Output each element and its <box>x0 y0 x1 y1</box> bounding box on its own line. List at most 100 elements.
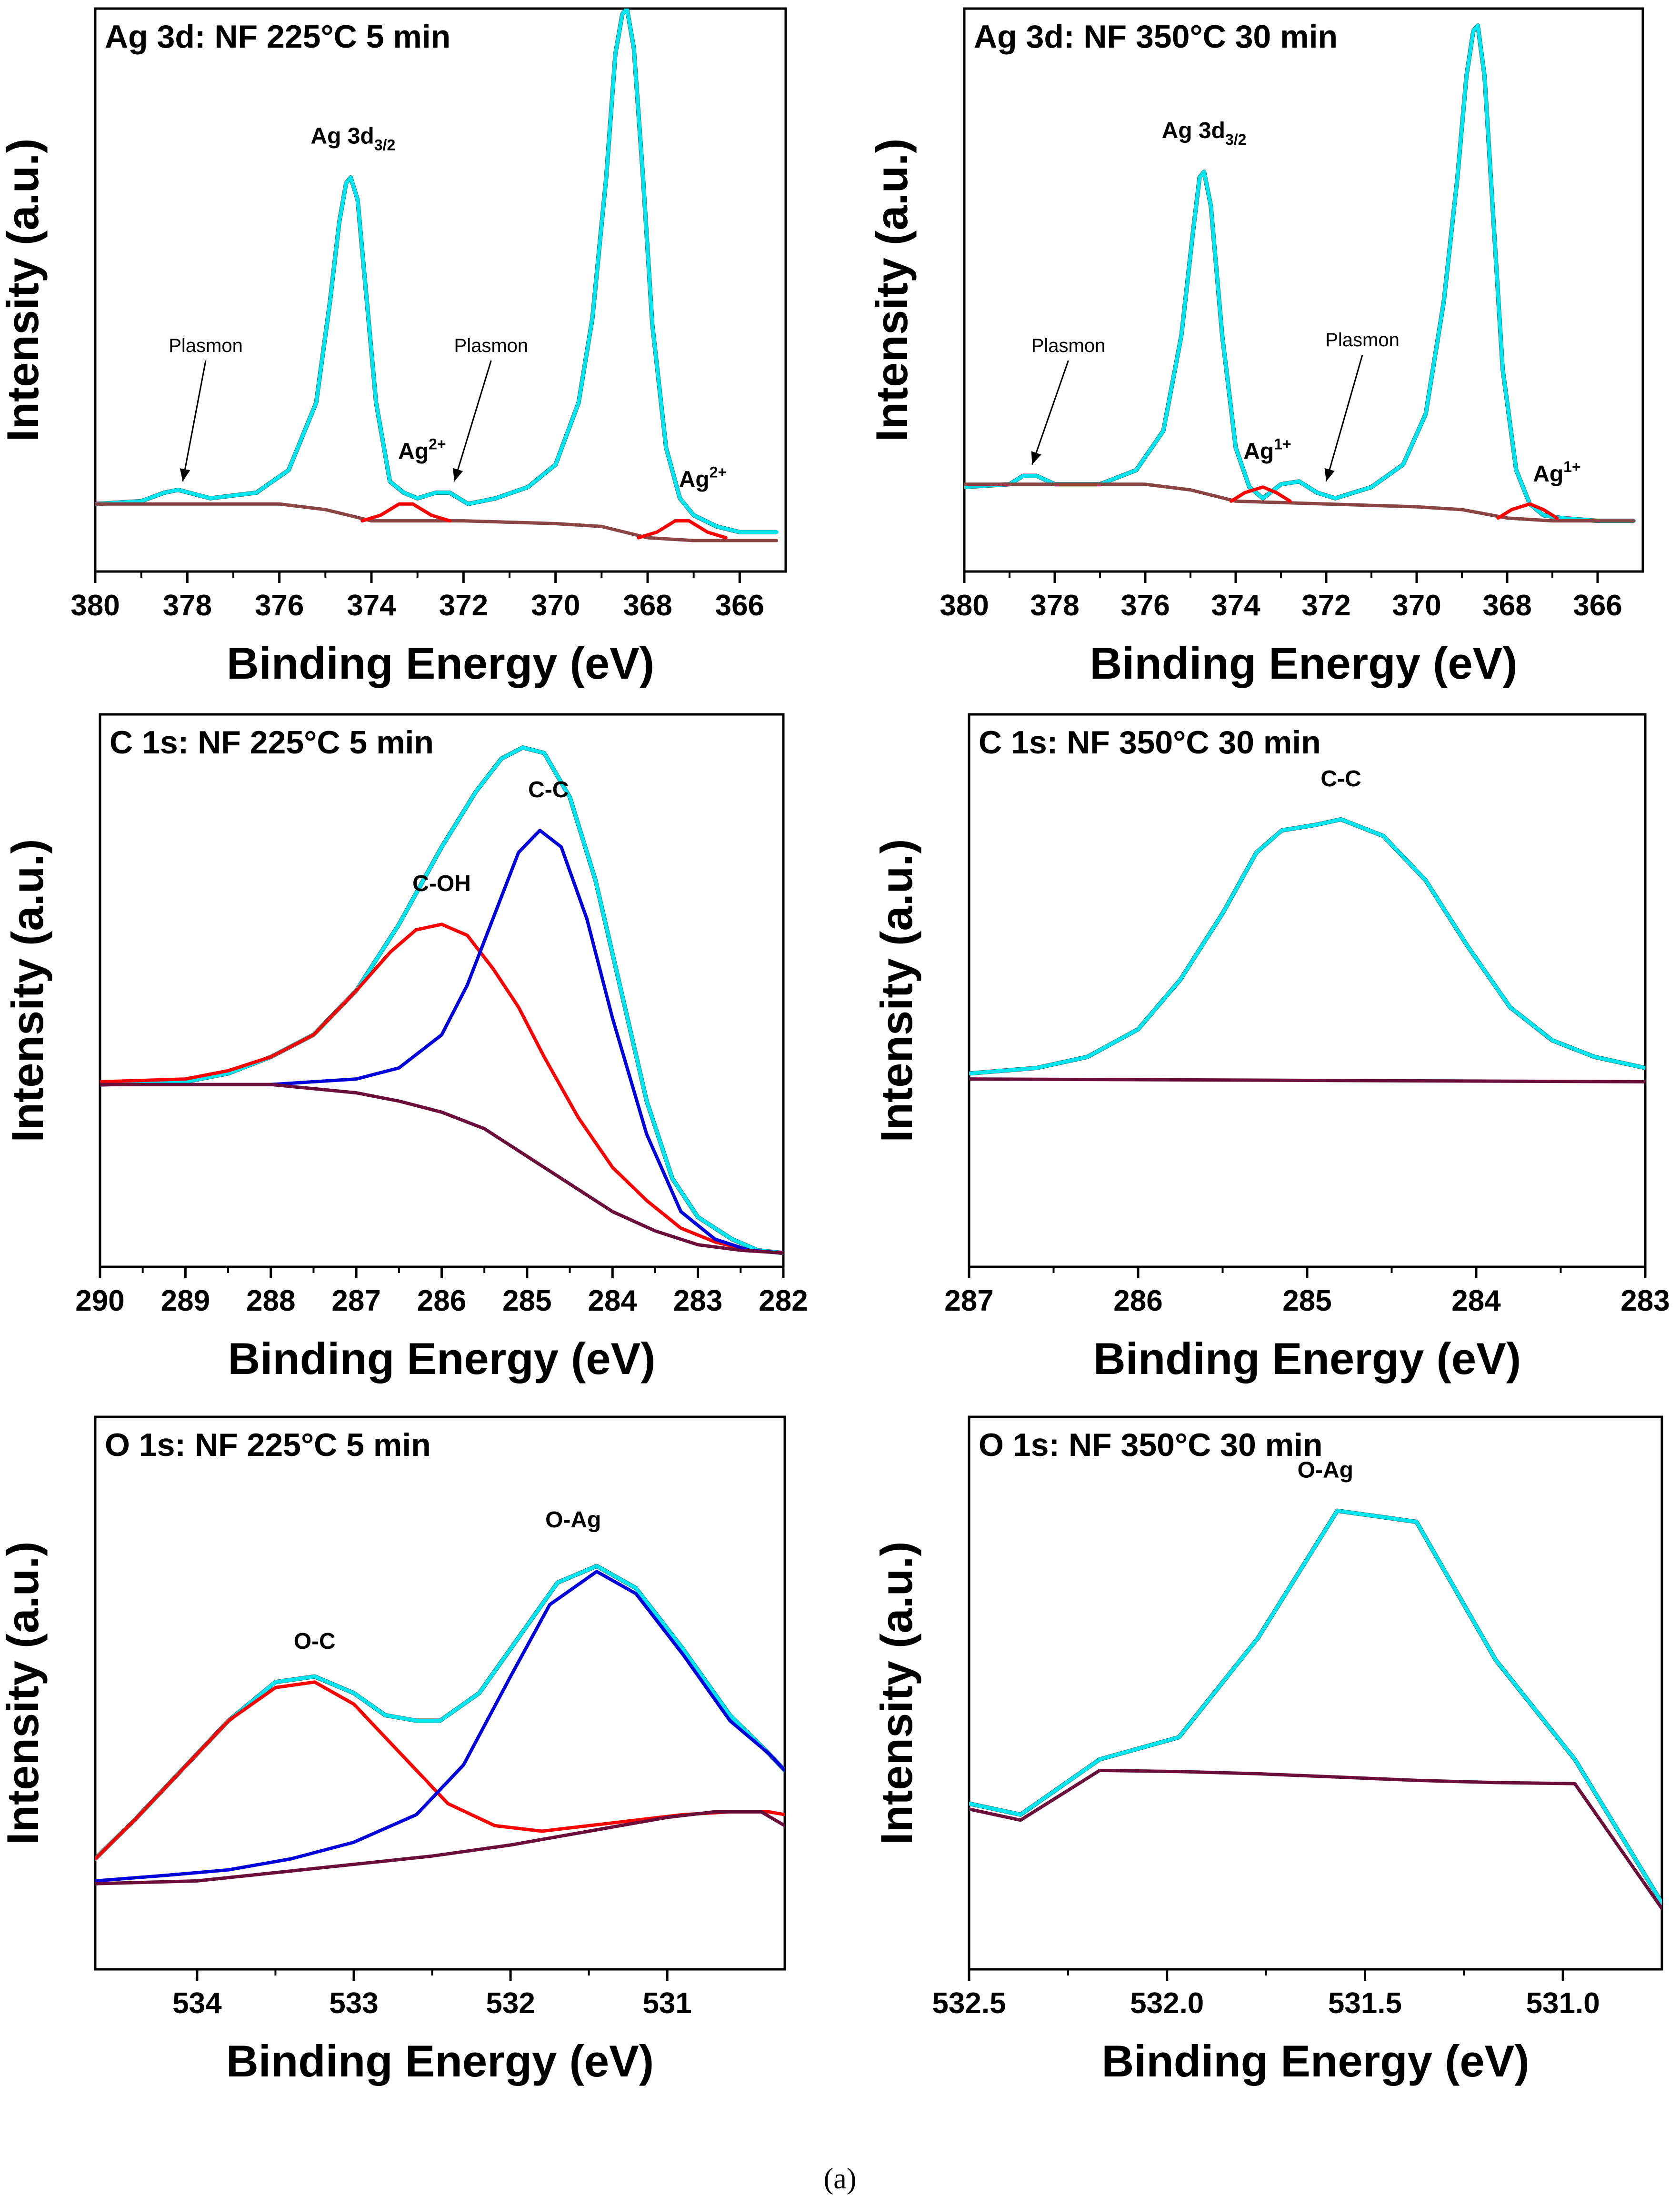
x-tick-label: 286 <box>1113 1284 1162 1317</box>
x-tick-label: 531.5 <box>1328 1987 1402 2020</box>
series-line-background <box>95 1810 785 1885</box>
plot-frame <box>94 7 787 573</box>
x-tick-label: 376 <box>1120 589 1170 622</box>
series-line-background <box>964 482 1636 523</box>
x-tick-label: 282 <box>759 1284 808 1317</box>
peak-annotation: Plasmon <box>1031 335 1106 356</box>
chart-title: O 1s: NF 225°C 5 min <box>105 1427 431 1463</box>
x-tick-label: 287 <box>331 1284 380 1317</box>
peak-annotation: Plasmon <box>169 335 243 356</box>
figure-caption: (a) <box>823 2163 857 2195</box>
raw-data-line <box>95 9 777 534</box>
x-tick-label: 366 <box>1573 589 1622 622</box>
plot-frame <box>968 1415 1663 1971</box>
series-line-background <box>95 502 779 542</box>
chart-title: O 1s: NF 350°C 30 min <box>979 1427 1323 1463</box>
series-line-envelope <box>100 745 783 1255</box>
chart-panel-6: 532.5 532.0 531.5 531.0 Binding Energy (eV) I… <box>871 1415 1663 2086</box>
annotation-arrowhead <box>1031 451 1041 465</box>
chart-title: Ag 3d: NF 225°C 5 min <box>105 19 450 55</box>
x-tick-label: 533 <box>329 1987 378 2020</box>
series-line-envelope <box>964 23 1636 523</box>
x-axis-label: Binding Energy (eV) <box>1090 638 1517 688</box>
peak-annotation: Ag 3d3/2 <box>310 124 395 154</box>
y-axis-label: Intensity (a.u.) <box>2 839 52 1142</box>
x-tick-label: 368 <box>1482 589 1531 622</box>
x-axis-label: Binding Energy (eV) <box>226 2036 654 2086</box>
x-tick-label: 283 <box>673 1284 722 1317</box>
peak-annotation: C-C <box>528 777 569 802</box>
x-tick-label: 284 <box>1451 1284 1501 1317</box>
chart-panel-3: 290 289 288 287 286 285 284 283 282 Binding Energ… <box>2 713 808 1384</box>
x-tick-label: 285 <box>1282 1284 1331 1317</box>
chart-panel-5: 534 533 532 531 Binding Energy (eV) Intensity… <box>0 1415 786 2086</box>
peak-annotation: C-C <box>1320 766 1361 792</box>
series-line-ag1-3d5-2- <box>1496 502 1559 520</box>
x-tick-label: 532.0 <box>1130 1987 1204 2020</box>
chart-title: C 1s: NF 350°C 30 min <box>979 724 1321 761</box>
peak-annotation: O-C <box>294 1629 336 1654</box>
series-line-ag1-3d3-2- <box>1230 485 1292 503</box>
x-tick-label: 378 <box>1030 589 1079 622</box>
series-line-envelope <box>969 817 1645 1075</box>
x-tick-label: 368 <box>623 589 672 622</box>
x-tick-label: 372 <box>439 589 488 622</box>
series-line-envelope <box>969 1509 1662 1905</box>
chart-title: Ag 3d: NF 350°C 30 min <box>974 19 1338 55</box>
peak-annotation: Ag2+ <box>398 436 446 464</box>
x-tick-label: 534 <box>172 1987 222 2020</box>
annotation-arrow <box>1031 360 1069 465</box>
y-axis-label: Intensity (a.u.) <box>871 1541 921 1845</box>
peak-annotation: O-Ag <box>1298 1458 1353 1483</box>
x-tick-label: 285 <box>502 1284 551 1317</box>
y-axis-label: Intensity (a.u.) <box>0 1541 48 1845</box>
peak-annotation: Ag1+ <box>1533 458 1580 487</box>
annotation-arrow <box>1325 354 1363 482</box>
raw-data-line <box>964 23 1634 523</box>
series-line-background <box>969 1077 1645 1083</box>
x-tick-label: 532 <box>486 1987 535 2020</box>
x-tick-label: 288 <box>246 1284 295 1317</box>
chart-title: C 1s: NF 225°C 5 min <box>110 724 434 761</box>
x-tick-label: 366 <box>715 589 764 622</box>
peak-annotation: Plasmon <box>1325 330 1400 351</box>
peak-annotation: C-OH <box>412 871 471 896</box>
y-axis-label: Intensity (a.u.) <box>871 839 921 1142</box>
annotation-arrowhead <box>453 468 463 481</box>
series-line-background <box>100 1083 783 1255</box>
x-tick-label: 370 <box>531 589 580 622</box>
plot-frame <box>94 1415 786 1971</box>
x-tick-label: 370 <box>1392 589 1441 622</box>
chart-panel-4: 287 286 285 284 283 Binding Energy (eV) Intens… <box>871 713 1670 1384</box>
peak-annotation: Plasmon <box>454 335 529 356</box>
x-tick-label: 284 <box>588 1284 638 1317</box>
x-tick-label: 376 <box>255 589 304 622</box>
peak-annotation: Ag2+ <box>679 464 727 492</box>
x-tick-label: 380 <box>940 589 989 622</box>
annotation-arrow <box>453 360 492 482</box>
plot-frame <box>968 713 1647 1268</box>
plot-frame <box>99 713 785 1268</box>
series-line-c-oh <box>100 923 783 1255</box>
series-line-o-ag <box>95 1570 785 1883</box>
series-line-ag2-3d5-2- <box>637 519 728 540</box>
chart-panel-1: 380 378 376 374 372 370 368 366 Binding Energy (… <box>0 7 787 688</box>
x-axis-label: Binding Energy (eV) <box>1101 2036 1529 2086</box>
plot-frame <box>963 7 1644 573</box>
x-tick-label: 287 <box>944 1284 993 1317</box>
x-axis-label: Binding Energy (eV) <box>1093 1334 1521 1384</box>
annotation-arrowhead <box>180 468 190 481</box>
x-tick-label: 532.5 <box>932 1987 1006 2020</box>
x-tick-label: 380 <box>70 589 120 622</box>
raw-data-line <box>969 1508 1662 1905</box>
x-axis-label: Binding Energy (eV) <box>228 1334 655 1384</box>
x-tick-label: 531.0 <box>1526 1987 1600 2020</box>
x-tick-label: 286 <box>417 1284 466 1317</box>
chart-panel-2: 380 378 376 374 372 370 368 366 Binding Energy (… <box>867 7 1644 688</box>
annotation-arrow <box>182 360 207 482</box>
series-line-ag2-3d3-2- <box>360 502 451 523</box>
x-tick-label: 374 <box>1211 589 1260 622</box>
annotation-arrowhead <box>1324 468 1335 481</box>
y-axis-label: Intensity (a.u.) <box>867 138 917 441</box>
